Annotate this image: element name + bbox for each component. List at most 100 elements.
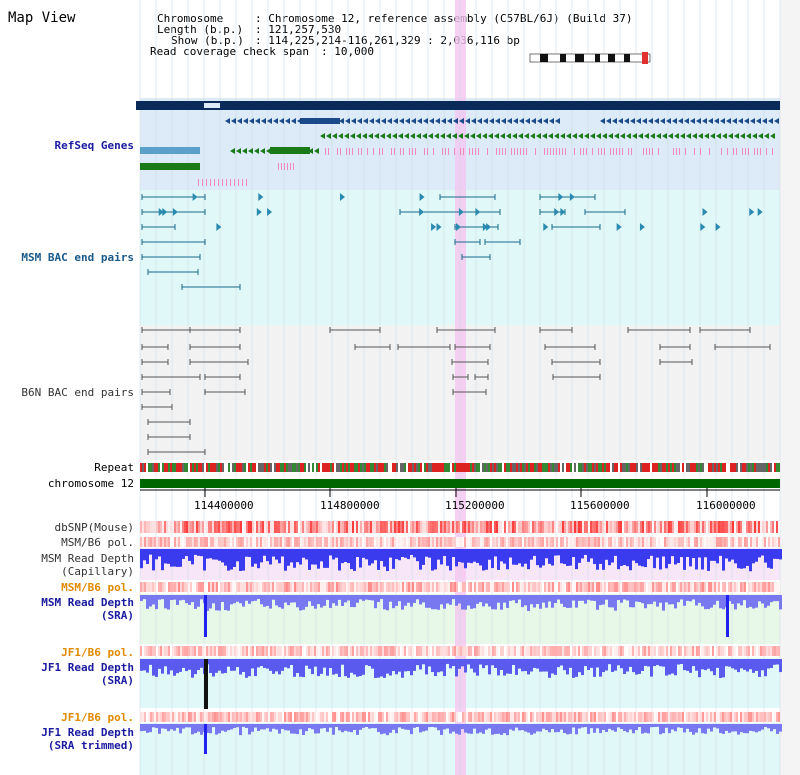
msm-pol2-cell <box>538 582 540 592</box>
chromosome-ideogram[interactable] <box>529 52 651 64</box>
msm-pol2-cell <box>308 582 310 592</box>
jf1-pol2-cell <box>644 712 646 722</box>
gene-exon <box>754 148 755 155</box>
dbsnp-cell <box>292 521 294 533</box>
jf1-pol-cell <box>490 646 492 656</box>
track-label-msm-pol-1[interactable]: MSM/B6 pol. <box>61 536 134 549</box>
msm-bac-end <box>419 193 425 201</box>
jf1-depth-trim-bar <box>674 724 677 732</box>
jf1-pol2-cell <box>430 712 432 722</box>
gene-arrow <box>678 118 683 124</box>
jf1-depth-trim-bar <box>749 724 752 731</box>
msm-depth-sra-bar <box>434 595 437 610</box>
track-label-msm-depth-cap-1[interactable]: MSM Read Depth <box>41 552 134 565</box>
jf1-pol-cell <box>360 646 362 656</box>
gene-arrow <box>531 118 536 124</box>
jf1-pol-cell <box>190 646 192 656</box>
jf1-pol2-cell <box>484 712 486 722</box>
msm-depth-cap-bar <box>563 549 566 565</box>
dbsnp-cell <box>434 521 436 533</box>
jf1-depth-trim-bar <box>671 724 674 730</box>
coverage-value: : 10,000 <box>321 45 374 58</box>
jf1-pol2-cell <box>748 712 750 722</box>
msm-depth-sra-bar <box>188 595 191 605</box>
jf1-pol2-cell <box>322 712 324 722</box>
jf1-pol2-cell <box>522 712 524 722</box>
jf1-pol-cell <box>390 646 392 656</box>
msm-pol-cell <box>396 537 398 547</box>
msm-depth-sra-bar <box>551 595 554 608</box>
msm-pol-cell <box>364 537 366 547</box>
jf1-pol-cell <box>742 646 744 656</box>
jf1-pol2-cell <box>614 712 616 722</box>
jf1-pol2-cell <box>764 712 766 722</box>
jf1-pol2-cell <box>624 712 626 722</box>
jf1-pol2-cell <box>336 712 338 722</box>
msm-pol-cell <box>712 537 714 547</box>
jf1-depth-sra-bar <box>314 659 317 667</box>
track-label-b6n-bac[interactable]: B6N BAC end pairs <box>21 386 134 399</box>
jf1-pol-cell <box>512 646 514 656</box>
msm-depth-cap-bar <box>641 549 644 567</box>
track-label-jf1-pol-1[interactable]: JF1/B6 pol. <box>61 646 134 659</box>
jf1-pol2-cell <box>380 712 382 722</box>
jf1-pol2-cell <box>156 712 158 722</box>
jf1-depth-sra-bar <box>626 659 629 672</box>
jf1-pol2-cell <box>312 712 314 722</box>
msm-pol2-cell <box>390 582 392 592</box>
track-label-chromosome[interactable]: chromosome 12 <box>47 477 134 490</box>
track-label-msm-pol-2[interactable]: MSM/B6 pol. <box>61 581 134 594</box>
jf1-pol-cell <box>556 646 558 656</box>
jf1-depth-sra-bar <box>269 659 272 671</box>
gene-arrow <box>488 133 493 139</box>
msm-pol2-cell <box>204 582 206 592</box>
msm-pol2-cell <box>404 582 406 592</box>
jf1-pol2-cell <box>356 712 358 722</box>
msm-depth-sra-bar <box>695 595 698 606</box>
msm-pol2-cell <box>744 582 746 592</box>
msm-depth-sra-bar <box>371 595 374 601</box>
jf1-depth-trim-bar <box>437 724 440 731</box>
jf1-depth-sra-bar <box>734 659 737 670</box>
gene-exon <box>523 148 524 155</box>
track-label-dbsnp[interactable]: dbSNP(Mouse) <box>54 521 134 534</box>
jf1-pol2-cell <box>144 712 146 722</box>
msm-bac-pair-end <box>461 254 491 260</box>
msm-bac-pair-end <box>141 209 206 215</box>
track-label-repeat[interactable]: Repeat <box>94 461 134 474</box>
jf1-depth-sra-bar <box>245 659 248 678</box>
msm-pol2-cell <box>732 582 734 592</box>
gene-arrow <box>548 133 553 139</box>
gene-exon <box>610 148 611 155</box>
jf1-depth-trim-bar <box>776 724 779 734</box>
repeat-block <box>572 463 574 472</box>
repeat-block <box>542 463 544 472</box>
track-label-jf1-pol-2[interactable]: JF1/B6 pol. <box>61 711 134 724</box>
track-label-jf1-depth-trim-1[interactable]: JF1 Read Depth <box>41 726 134 739</box>
gene-exon <box>772 148 773 155</box>
jf1-depth-trim-bar <box>179 724 182 734</box>
track-label-jf1-depth-sra-1[interactable]: JF1 Read Depth <box>41 661 134 674</box>
jf1-depth-sra-bar <box>425 659 428 675</box>
jf1-pol2-cell <box>676 712 678 722</box>
dbsnp-cell <box>672 521 674 533</box>
msm-depth-cap-bar <box>581 549 584 559</box>
msm-pol2-cell <box>638 582 640 592</box>
msm-depth-cap-bar <box>164 549 167 564</box>
jf1-pol-cell <box>764 646 766 656</box>
msm-pol-cell <box>176 537 178 547</box>
jf1-pol-cell <box>176 646 178 656</box>
msm-pol2-cell <box>546 582 548 592</box>
repeat-block <box>266 463 268 472</box>
msm-depth-cap-bar <box>473 549 476 562</box>
jf1-pol2-cell <box>558 712 560 722</box>
msm-depth-cap-bar <box>344 549 347 563</box>
jf1-pol-cell <box>472 646 474 656</box>
repeat-block <box>690 463 692 472</box>
jf1-pol2-cell <box>392 712 394 722</box>
track-label-msm-depth-sra-1[interactable]: MSM Read Depth <box>41 596 134 609</box>
gene-arrow <box>458 133 463 139</box>
track-label-refseq[interactable]: RefSeq Genes <box>54 139 134 152</box>
track-label-msm-bac[interactable]: MSM BAC end pairs <box>21 251 134 264</box>
